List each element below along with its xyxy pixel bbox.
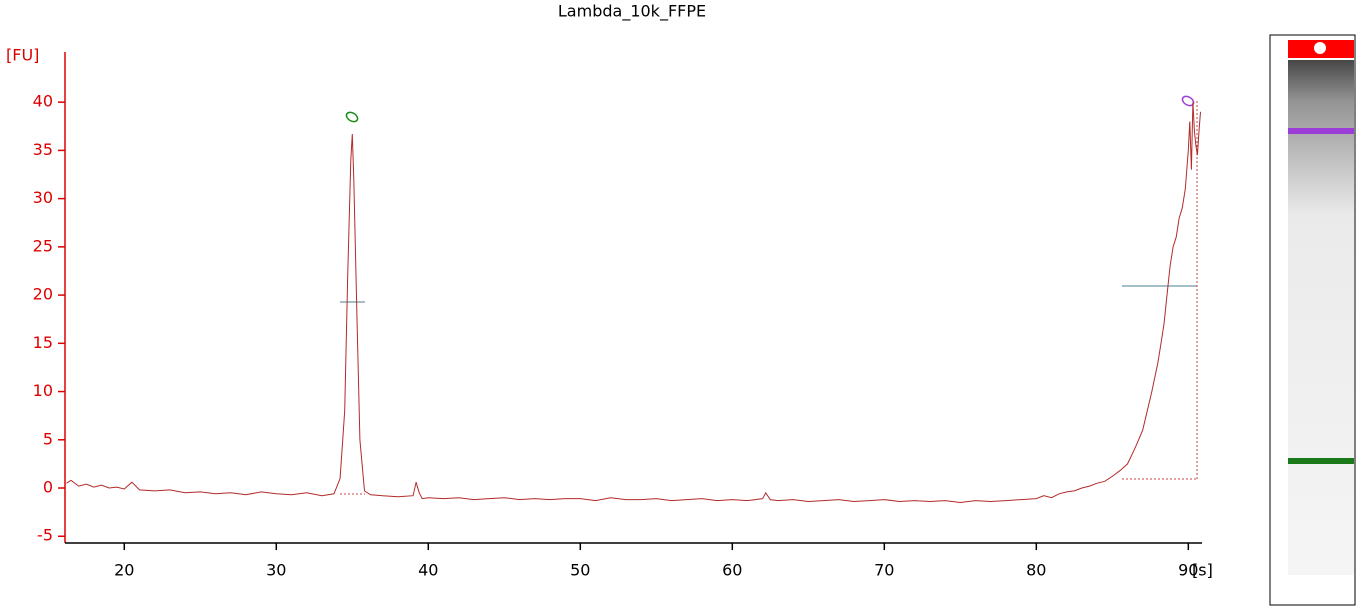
y-tick-label: 25	[33, 236, 53, 255]
y-tick-label: 30	[33, 188, 53, 207]
x-tick-label: 60	[722, 561, 742, 580]
x-tick-label: 20	[114, 561, 134, 580]
x-tick-label: 90	[1178, 561, 1198, 580]
x-tick-label: 80	[1026, 561, 1046, 580]
x-tick-label: 70	[874, 561, 894, 580]
gel-band-lower	[1288, 458, 1354, 464]
y-tick-label: -5	[37, 526, 53, 545]
x-axis-label: [s]	[1192, 561, 1213, 580]
y-tick-label: 40	[33, 92, 53, 111]
x-tick-label: 50	[570, 561, 590, 580]
y-axis-label: [FU]	[6, 46, 39, 65]
x-tick-label: 30	[266, 561, 286, 580]
y-tick-label: 5	[43, 429, 53, 448]
x-tick-label: 40	[418, 561, 438, 580]
chart-title: Lambda_10k_FFPE	[558, 2, 706, 22]
y-tick-label: 35	[33, 140, 53, 159]
gel-smear	[1288, 60, 1354, 575]
y-tick-label: 20	[33, 285, 53, 304]
gel-band-upper	[1288, 128, 1354, 134]
y-tick-label: 0	[43, 478, 53, 497]
peak-marker	[345, 111, 359, 123]
trace	[66, 102, 1201, 504]
gel-spot	[1314, 42, 1326, 54]
y-tick-label: 15	[33, 333, 53, 352]
y-tick-label: 10	[33, 381, 53, 400]
